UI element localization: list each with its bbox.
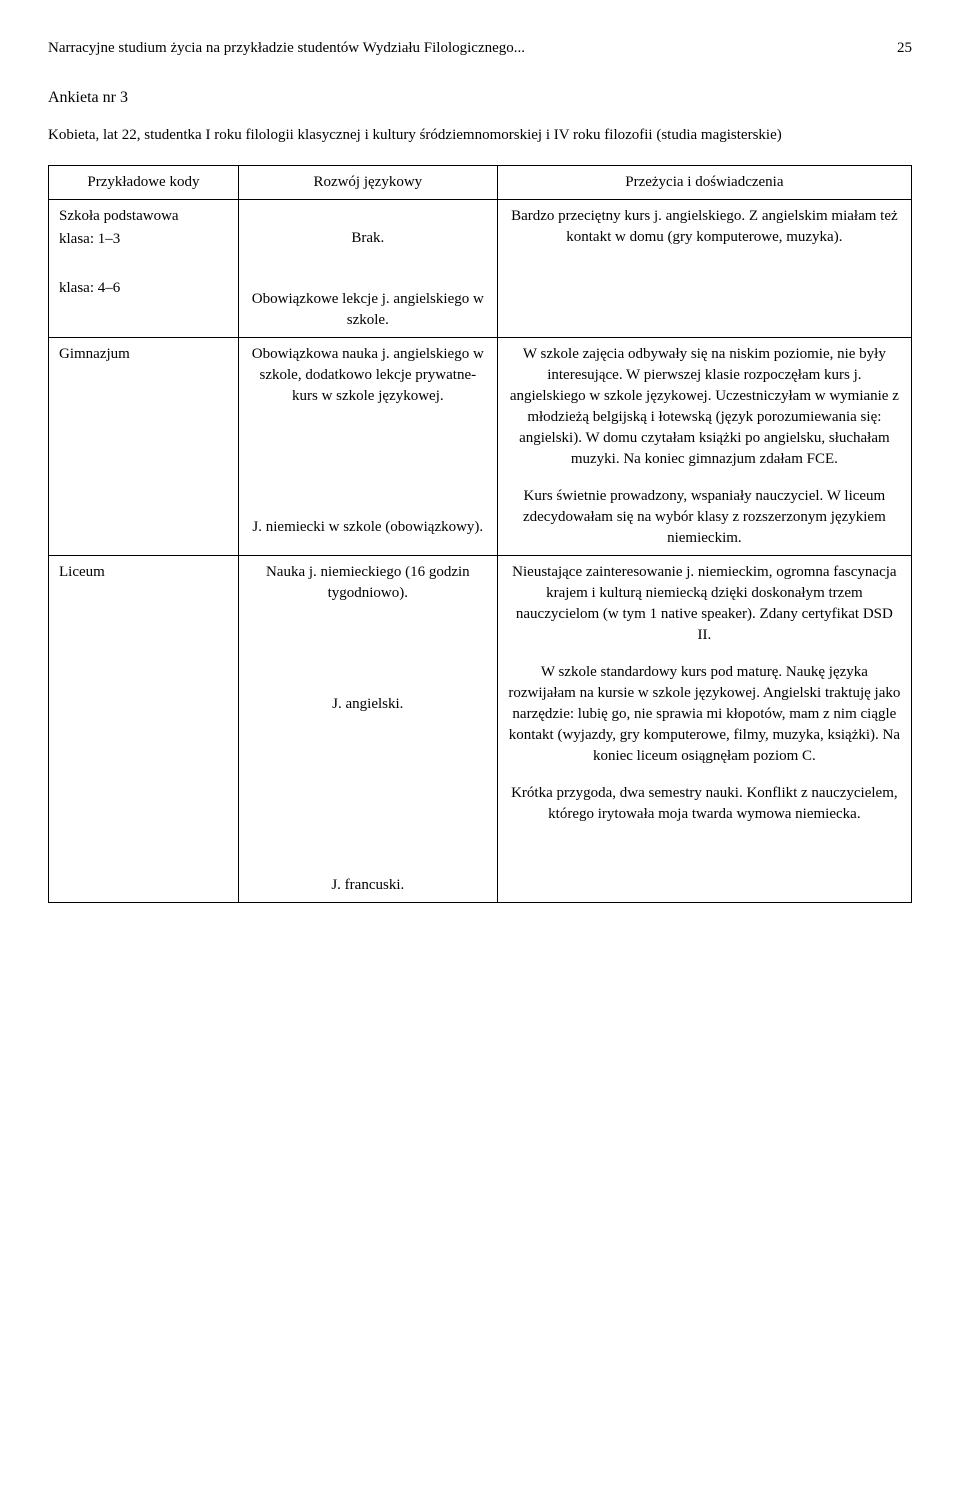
running-title: Narracyjne studium życia na przykładzie … xyxy=(48,40,525,57)
dev-gim-block1: Obowiązkowa nauka j. angielskiego w szko… xyxy=(249,344,487,407)
table-header-row: Przykładowe kody Rozwój językowy Przeżyc… xyxy=(49,165,912,199)
dev-lic-block2: J. angielski. xyxy=(249,694,487,715)
primary-line2: klasa: 1–3 xyxy=(59,229,228,250)
cell-dev-liceum: Nauka j. niemieckiego (16 godzin tygodni… xyxy=(238,555,497,902)
cell-exp-liceum: Nieustające zainteresowanie j. niemiecki… xyxy=(497,555,911,902)
col-header-przezycia: Przeżycia i doświadczenia xyxy=(497,165,911,199)
exp-gim-block1: W szkole zajęcia odbywały się na niskim … xyxy=(508,344,901,470)
exp-gim-block2: Kurs świetnie prowadzony, wspaniały nauc… xyxy=(508,486,901,549)
primary-line3: klasa: 4–6 xyxy=(59,278,228,299)
cell-level-liceum: Liceum xyxy=(49,555,239,902)
cell-exp-primary: Bardzo przeciętny kurs j. angielskiego. … xyxy=(497,199,911,337)
primary-line1: Szkoła podstawowa xyxy=(59,206,228,227)
exp-lic-block1: Nieustające zainteresowanie j. niemiecki… xyxy=(508,562,901,646)
page-number: 25 xyxy=(897,40,912,57)
cell-dev-primary: Brak. Obowiązkowe lekcje j. angielskiego… xyxy=(238,199,497,337)
cell-exp-gimnazjum: W szkole zajęcia odbywały się na niskim … xyxy=(497,337,911,555)
survey-table: Przykładowe kody Rozwój językowy Przeżyc… xyxy=(48,165,912,903)
survey-intro: Kobieta, lat 22, studentka I roku filolo… xyxy=(48,125,912,147)
dev-primary-block1: Brak. xyxy=(249,228,487,249)
page-header: Narracyjne studium życia na przykładzie … xyxy=(48,40,912,57)
cell-level-gimnazjum: Gimnazjum xyxy=(49,337,239,555)
cell-dev-gimnazjum: Obowiązkowa nauka j. angielskiego w szko… xyxy=(238,337,497,555)
cell-level-primary: Szkoła podstawowa klasa: 1–3 klasa: 4–6 xyxy=(49,199,239,337)
dev-primary-text1: Brak. xyxy=(351,230,384,246)
dev-lic-block1: Nauka j. niemieckiego (16 godzin tygodni… xyxy=(249,562,487,604)
survey-title: Ankieta nr 3 xyxy=(48,89,912,107)
dev-gim-block2: J. niemiecki w szkole (obowiązkowy). xyxy=(249,517,487,538)
dev-primary-block2: Obowiązkowe lekcje j. angielskiego w szk… xyxy=(249,273,487,331)
exp-lic-block2: W szkole standardowy kurs pod maturę. Na… xyxy=(508,662,901,767)
col-header-rozwoj: Rozwój językowy xyxy=(238,165,497,199)
table-row: Gimnazjum Obowiązkowa nauka j. angielski… xyxy=(49,337,912,555)
exp-lic-block3: Krótka przygoda, dwa semestry nauki. Kon… xyxy=(508,783,901,825)
dev-lic-block3: J. francuski. xyxy=(249,875,487,896)
col-header-kody: Przykładowe kody xyxy=(49,165,239,199)
table-row: Liceum Nauka j. niemieckiego (16 godzin … xyxy=(49,555,912,902)
table-row: Szkoła podstawowa klasa: 1–3 klasa: 4–6 … xyxy=(49,199,912,337)
